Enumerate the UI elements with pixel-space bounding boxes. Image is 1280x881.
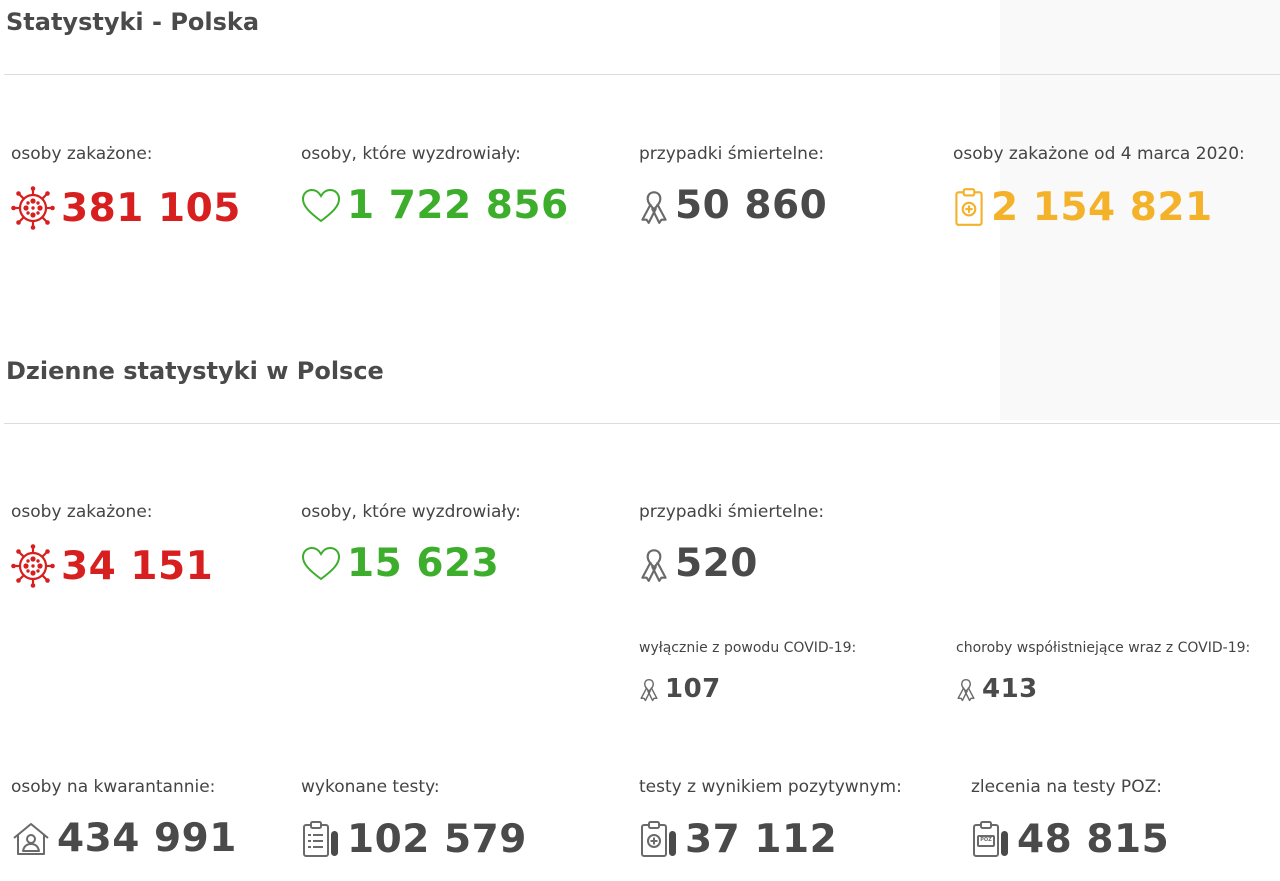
stat-value: 107 [665,674,721,704]
stat-daily-deaths-comorbid: choroby współistniejące wraz z COVID-19:… [956,640,1250,702]
stat-label: wykonane testy: [301,777,440,797]
stat-daily-quarantine: osoby na kwarantannie: 434 991 [11,777,237,858]
stat-value: 381 105 [61,185,241,231]
stat-value: 1 722 856 [347,183,569,228]
house-person-icon [11,821,51,857]
stat-daily-deaths-covid-only: wyłącznie z powodu COVID-19: 107 [639,640,856,702]
stat-label: wyłącznie z powodu COVID-19: [639,640,857,656]
heart-icon [301,188,341,224]
stat-overall-total: osoby zakażone od 4 marca 2020: 2 154 82… [953,144,1245,228]
stat-value: 102 579 [347,816,527,862]
stat-value: 413 [982,674,1038,704]
stat-daily-deaths: przypadki śmiertelne: 520 [639,502,824,583]
stat-label: osoby, które wyzdrowiały: [301,144,521,164]
clipboard-plus-icon [953,186,985,228]
stat-overall-recovered: osoby, które wyzdrowiały: 1 722 856 [301,144,569,225]
stat-daily-positive-tests: testy z wynikiem pozytywnym: 37 112 [639,777,902,859]
positive-test-icon [639,819,679,859]
stat-overall-deaths: przypadki śmiertelne: 50 860 [639,144,827,225]
stat-value: 48 815 [1017,816,1170,862]
divider-overall [4,74,1280,75]
stat-value: 37 112 [685,816,838,862]
stat-label: zlecenia na testy POZ: [971,777,1162,797]
test-clipboard-icon [301,819,341,859]
stat-value: 434 991 [57,816,237,861]
stat-daily-poz-orders: zlecenia na testy POZ: POZ 48 815 [971,777,1169,859]
stat-value: 15 623 [347,541,500,586]
ribbon-icon [956,676,976,702]
stat-value: 2 154 821 [991,184,1213,230]
stat-label: osoby na kwarantannie: [11,777,216,797]
divider-daily [4,423,1280,424]
ribbon-icon [639,676,659,702]
poz-icon-text: POZ [980,837,992,843]
background-shade [1000,0,1280,420]
virus-icon [11,186,55,230]
stat-value: 34 151 [61,543,214,589]
stat-label: choroby współistniejące wraz z COVID-19: [956,640,1251,656]
stat-label: osoby, które wyzdrowiały: [301,502,521,522]
stat-daily-tests: wykonane testy: 102 579 [301,777,527,859]
stat-daily-infected: osoby zakażone: 34 151 [11,502,213,588]
section-title-overall: Statystyki - Polska [6,8,260,36]
stat-label: przypadki śmiertelne: [639,144,825,164]
virus-icon [11,544,55,588]
stat-overall-infected: osoby zakażone: 381 105 [11,144,241,230]
poz-test-icon: POZ [971,819,1011,859]
stat-daily-recovered: osoby, które wyzdrowiały: 15 623 [301,502,521,583]
section-title-daily: Dzienne statystyki w Polsce [6,357,384,385]
stat-value: 50 860 [675,183,828,228]
stat-label: przypadki śmiertelne: [639,502,825,522]
stat-value: 520 [675,541,758,586]
ribbon-icon [639,545,669,583]
ribbon-icon [639,187,669,225]
stat-label: osoby zakażone: [11,502,153,522]
heart-icon [301,546,341,582]
stat-label: osoby zakażone od 4 marca 2020: [953,144,1245,164]
stat-label: testy z wynikiem pozytywnym: [639,777,902,797]
stat-label: osoby zakażone: [11,144,153,164]
